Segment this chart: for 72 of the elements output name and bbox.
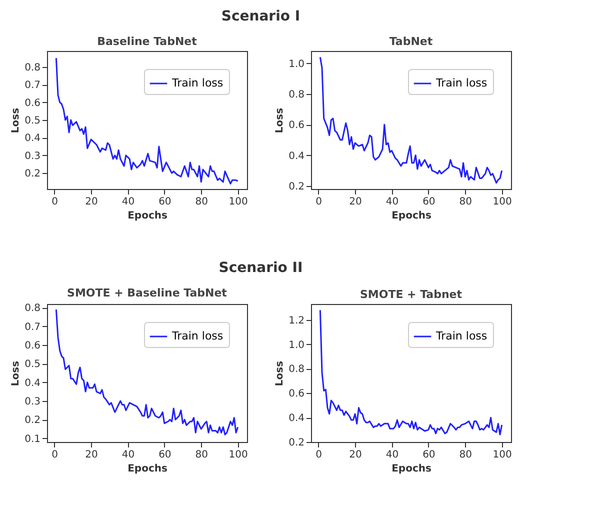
y-tick-label: 0.6 (24, 340, 40, 352)
x-tick-label: 20 (85, 196, 98, 208)
y-axis-title: Loss (10, 108, 22, 134)
y-tick-label: 0.8 (24, 303, 40, 314)
y-axis-title: Loss (10, 360, 22, 386)
line-series (319, 56, 503, 184)
x-tick-label: 40 (386, 450, 399, 460)
y-tick-label: 0.7 (24, 322, 40, 333)
y-tick-label: 1.2 (288, 315, 304, 326)
y-tick-label: 0.4 (288, 413, 304, 424)
x-axis-title: Epochs (128, 464, 168, 474)
y-tick-label: 0.8 (24, 62, 40, 74)
text: Scenario I (221, 8, 300, 24)
x-tick-label: 60 (158, 196, 172, 208)
x-tick-label: 60 (422, 450, 436, 460)
y-tick-label: 0.2 (24, 168, 40, 180)
x-axis-title: Epochs (392, 210, 432, 222)
x-axis-title: Epochs (392, 464, 432, 474)
legend-label: Train loss (435, 76, 488, 90)
y-tick-label: 0.4 (24, 133, 40, 144)
x-tick-label: 60 (422, 196, 436, 208)
line-series (55, 308, 239, 436)
y-axis-title: Loss (274, 360, 286, 386)
x-axis-title: Epochs (128, 210, 168, 222)
line-series (319, 309, 503, 436)
y-tick-label: 0.8 (288, 89, 304, 100)
chart-title: Baseline TabNet (97, 35, 197, 48)
y-tick-label: 0.1 (24, 434, 40, 445)
y-tick-label: 0.2 (288, 438, 304, 448)
y-tick-label: 0.5 (24, 359, 40, 370)
x-tick-label: 0 (52, 196, 58, 208)
legend-label: Train loss (171, 330, 224, 342)
y-tick-label: 0.4 (288, 150, 304, 162)
x-tick-label: 0 (316, 450, 322, 460)
y-tick-label: 0.2 (288, 181, 304, 192)
x-tick-label: 60 (158, 450, 172, 460)
y-tick-label: 1.0 (288, 58, 304, 70)
x-tick-label: 20 (349, 450, 362, 460)
x-tick-label: 80 (195, 196, 208, 208)
y-tick-label: 0.8 (288, 364, 304, 376)
line-series (55, 57, 239, 184)
x-tick-label: 20 (349, 196, 362, 208)
x-tick-label: 20 (85, 450, 98, 460)
x-tick-label: 0 (52, 450, 58, 460)
x-tick-label: 40 (386, 196, 399, 208)
y-tick-label: 0.6 (24, 98, 40, 109)
x-tick-label: 100 (492, 196, 512, 208)
x-tick-label: 40 (122, 450, 135, 460)
x-tick-label: 0 (316, 196, 322, 208)
y-tick-label: 0.6 (288, 388, 304, 400)
y-tick-label: 0.3 (24, 396, 40, 408)
y-tick-label: 0.3 (24, 150, 40, 162)
y-tick-label: 0.7 (24, 80, 40, 92)
x-tick-label: 80 (195, 450, 208, 460)
x-tick-label: 80 (459, 196, 472, 208)
y-axis-title: Loss (274, 108, 286, 134)
text: Scenario II (218, 260, 303, 276)
legend-label: Train loss (435, 330, 488, 342)
legend-label: Train loss (171, 76, 224, 90)
x-tick-label: 100 (228, 450, 248, 460)
chart-title: SMOTE + Tabnet (360, 288, 462, 301)
y-tick-label: 0.4 (24, 378, 40, 389)
x-tick-label: 100 (228, 196, 248, 208)
y-tick-label: 0.6 (288, 120, 304, 132)
chart-title: TabNet (389, 35, 433, 48)
x-tick-label: 80 (459, 450, 472, 460)
x-tick-label: 100 (492, 450, 512, 460)
x-tick-label: 40 (122, 196, 135, 208)
y-tick-label: 1.0 (288, 340, 304, 351)
chart-title: SMOTE + Baseline TabNet (67, 286, 227, 300)
y-tick-label: 0.5 (24, 116, 40, 126)
y-tick-label: 0.2 (24, 415, 40, 426)
